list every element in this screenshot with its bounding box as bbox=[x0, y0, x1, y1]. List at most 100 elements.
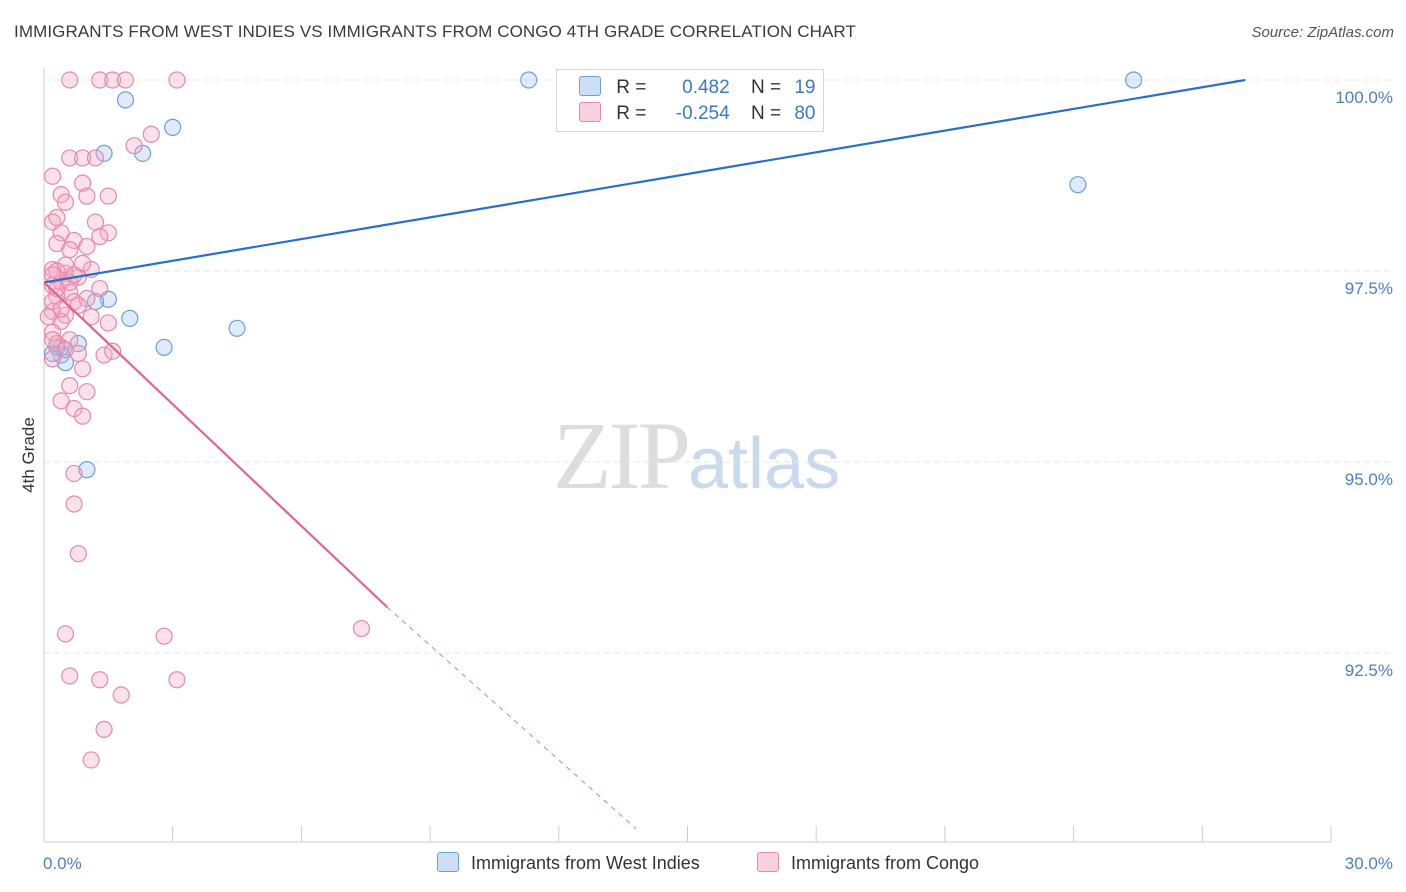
congo-point bbox=[61, 283, 79, 301]
congo-point bbox=[91, 671, 109, 689]
legend-item-west-indies: Immigrants from West Indies bbox=[437, 852, 700, 874]
congo-point bbox=[86, 213, 105, 231]
congo-point bbox=[82, 751, 100, 769]
y-axis-label: 4th Grade bbox=[19, 417, 38, 493]
congo-point bbox=[78, 289, 96, 308]
congo-point bbox=[39, 308, 57, 326]
congo-point bbox=[69, 296, 87, 314]
congo-point bbox=[43, 350, 62, 368]
y-tick-label: 92.5% bbox=[1345, 661, 1393, 680]
y-tick-label: 100.0% bbox=[1335, 88, 1393, 107]
congo-trendline-extension bbox=[386, 606, 637, 830]
congo-point bbox=[78, 187, 96, 205]
congo-point bbox=[74, 360, 92, 378]
congo-point bbox=[104, 71, 122, 89]
congo-point bbox=[61, 377, 79, 395]
congo-legend-swatch bbox=[757, 852, 779, 872]
n-value: 80 bbox=[794, 103, 816, 124]
stats-legend-row-congo: R = -0.254 N = 80 bbox=[579, 102, 815, 126]
y-tick-label: 97.5% bbox=[1345, 279, 1393, 298]
r-label: R = bbox=[616, 103, 647, 124]
congo-point bbox=[43, 167, 62, 185]
congo-point bbox=[48, 208, 66, 227]
x-tick-label-min: 0.0% bbox=[43, 854, 82, 873]
congo-point bbox=[65, 464, 83, 483]
congo-point bbox=[78, 237, 96, 256]
west-indies-point bbox=[56, 354, 75, 372]
congo-point bbox=[125, 137, 143, 155]
congo-point bbox=[142, 125, 160, 143]
watermark: ZIPatlas bbox=[553, 400, 840, 511]
congo-point bbox=[168, 71, 186, 89]
watermark-main: ZIP bbox=[553, 402, 691, 509]
congo-point bbox=[95, 346, 113, 364]
west-indies-point bbox=[78, 461, 96, 479]
legend-item-congo: Immigrants from Congo bbox=[757, 852, 979, 874]
congo-point bbox=[61, 241, 79, 259]
congo-point bbox=[112, 686, 130, 704]
stats-legend-row-west-indies: R = 0.482 N = 19 bbox=[579, 76, 815, 100]
west-indies-trendline bbox=[43, 78, 1246, 284]
congo-point bbox=[155, 627, 173, 645]
congo-point bbox=[91, 279, 109, 298]
congo-point bbox=[43, 266, 62, 284]
congo-point bbox=[69, 344, 87, 363]
west-indies-legend-label: Immigrants from West Indies bbox=[471, 853, 700, 873]
west-indies-point bbox=[1125, 71, 1143, 89]
congo-point bbox=[65, 266, 83, 284]
west-indies-point bbox=[116, 91, 135, 109]
congo-point bbox=[116, 71, 135, 89]
congo-legend-label: Immigrants from Congo bbox=[791, 853, 980, 873]
congo-point bbox=[91, 71, 109, 89]
congo-point bbox=[56, 341, 75, 359]
congo-point bbox=[99, 224, 117, 242]
y-tick-label: 95.0% bbox=[1345, 470, 1393, 489]
congo-point bbox=[61, 149, 79, 167]
chart-source: Source: ZipAtlas.com bbox=[1251, 24, 1394, 41]
r-value: -0.254 bbox=[675, 103, 730, 124]
congo-point bbox=[74, 149, 92, 167]
west-indies-point bbox=[121, 309, 139, 327]
west-indies-point bbox=[155, 338, 173, 356]
watermark-accent: atlas bbox=[688, 424, 841, 504]
congo-point bbox=[99, 314, 117, 332]
congo-point bbox=[65, 495, 83, 513]
n-label: N = bbox=[750, 103, 782, 124]
congo-point bbox=[104, 342, 122, 360]
congo-point bbox=[99, 187, 117, 205]
congo-point bbox=[74, 254, 92, 272]
congo-point bbox=[56, 193, 75, 211]
congo-point bbox=[61, 71, 79, 89]
n-value: 19 bbox=[794, 77, 816, 98]
r-value: 0.482 bbox=[682, 77, 730, 98]
west-indies-point bbox=[95, 144, 113, 162]
west-indies-point bbox=[164, 118, 182, 136]
congo-point bbox=[78, 383, 96, 401]
congo-point bbox=[352, 619, 371, 638]
congo-point bbox=[95, 720, 113, 739]
stats-legend: R = 0.482 N = 19 R = -0.254 N = 80 bbox=[556, 69, 824, 132]
congo-point bbox=[74, 174, 92, 192]
x-tick-label-max: 30.0% bbox=[1345, 854, 1393, 873]
west-indies-swatch bbox=[579, 76, 601, 96]
west-indies-point bbox=[520, 71, 538, 89]
congo-point bbox=[91, 228, 109, 246]
congo-point bbox=[52, 300, 70, 318]
congo-point bbox=[82, 308, 100, 326]
west-indies-point bbox=[43, 344, 62, 363]
congo-point bbox=[61, 331, 79, 349]
congo-point bbox=[74, 407, 92, 425]
chart-title: IMMIGRANTS FROM WEST INDIES VS IMMIGRANT… bbox=[14, 22, 856, 41]
west-indies-point bbox=[228, 319, 246, 337]
r-label: R = bbox=[616, 77, 647, 98]
n-label: N = bbox=[750, 77, 782, 98]
west-indies-point bbox=[1069, 176, 1087, 194]
west-indies-legend-swatch bbox=[437, 852, 459, 872]
congo-point bbox=[43, 331, 62, 349]
congo-point bbox=[56, 625, 75, 643]
congo-point bbox=[86, 149, 105, 167]
congo-swatch bbox=[579, 102, 601, 122]
congo-point bbox=[61, 667, 79, 685]
congo-point bbox=[69, 545, 87, 563]
